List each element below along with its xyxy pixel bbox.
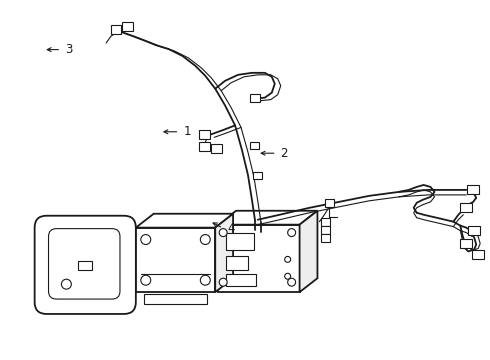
FancyBboxPatch shape bbox=[35, 216, 136, 314]
Polygon shape bbox=[215, 214, 233, 292]
Circle shape bbox=[219, 229, 227, 237]
Bar bbox=[78, 261, 92, 270]
Circle shape bbox=[219, 278, 227, 286]
Bar bbox=[144, 294, 207, 304]
FancyBboxPatch shape bbox=[49, 229, 120, 299]
Circle shape bbox=[285, 256, 291, 262]
Text: 4: 4 bbox=[227, 222, 235, 235]
Circle shape bbox=[200, 235, 210, 244]
Text: 1: 1 bbox=[183, 125, 191, 138]
Bar bbox=[460, 203, 472, 212]
Text: 3: 3 bbox=[65, 43, 73, 56]
Bar bbox=[467, 185, 479, 194]
Bar bbox=[472, 250, 484, 259]
Bar bbox=[321, 226, 330, 234]
Bar bbox=[199, 130, 210, 139]
Polygon shape bbox=[136, 228, 215, 292]
Circle shape bbox=[288, 278, 295, 286]
Bar bbox=[250, 94, 260, 102]
Bar bbox=[468, 226, 480, 235]
Bar bbox=[111, 25, 122, 33]
Bar bbox=[460, 239, 472, 248]
Bar bbox=[122, 22, 133, 31]
Bar bbox=[253, 172, 262, 179]
Bar bbox=[211, 144, 221, 153]
Bar bbox=[250, 142, 259, 149]
Circle shape bbox=[288, 229, 295, 237]
Bar bbox=[226, 274, 256, 286]
Circle shape bbox=[141, 235, 151, 244]
Polygon shape bbox=[218, 225, 299, 292]
Bar bbox=[321, 234, 330, 242]
Bar bbox=[226, 256, 248, 270]
Text: 2: 2 bbox=[281, 147, 288, 160]
Bar bbox=[226, 233, 254, 251]
Bar bbox=[199, 142, 210, 151]
Circle shape bbox=[285, 273, 291, 279]
Circle shape bbox=[141, 275, 151, 285]
Polygon shape bbox=[136, 214, 233, 228]
Polygon shape bbox=[299, 211, 318, 292]
Bar bbox=[321, 218, 330, 226]
Circle shape bbox=[61, 279, 72, 289]
Polygon shape bbox=[218, 211, 318, 225]
Circle shape bbox=[200, 275, 210, 285]
Bar bbox=[325, 199, 334, 207]
